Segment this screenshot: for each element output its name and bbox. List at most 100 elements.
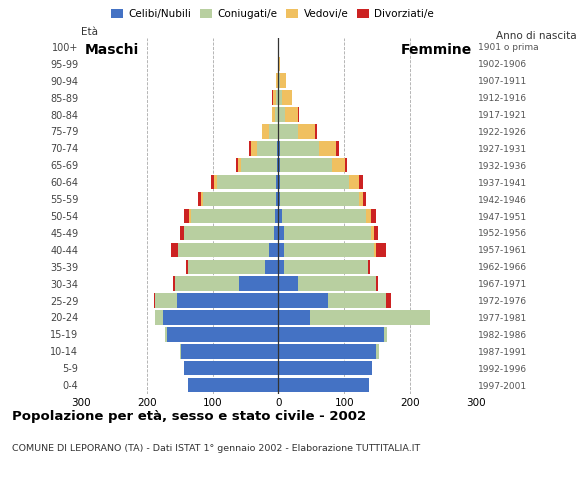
Bar (178, 243, 269, 257)
Bar (278, 361, 372, 375)
Bar (165, 327, 166, 342)
Bar (346, 158, 347, 172)
Bar (278, 90, 282, 105)
Text: Età: Età (81, 27, 98, 36)
Bar (278, 243, 284, 257)
Bar (278, 327, 383, 342)
Bar (314, 124, 317, 139)
Bar (278, 276, 298, 291)
Bar (155, 293, 176, 308)
Bar (278, 310, 310, 324)
Bar (275, 209, 278, 223)
Bar (166, 327, 278, 342)
Bar (280, 141, 319, 156)
Text: Femmine: Femmine (401, 43, 472, 57)
Bar (180, 226, 184, 240)
Bar (272, 108, 275, 122)
Bar (180, 344, 181, 359)
Bar (154, 293, 155, 308)
Bar (298, 108, 299, 122)
Bar (277, 90, 278, 105)
Bar (155, 310, 164, 324)
Bar (239, 276, 278, 291)
Bar (276, 192, 278, 206)
Bar (214, 175, 218, 190)
Bar (284, 260, 368, 274)
Bar (211, 175, 214, 190)
Bar (278, 124, 298, 139)
Bar (371, 226, 374, 240)
Bar (280, 73, 287, 88)
Bar (175, 276, 239, 291)
Bar (278, 73, 280, 88)
Bar (186, 260, 188, 274)
Bar (184, 209, 189, 223)
Bar (359, 175, 362, 190)
Bar (332, 158, 346, 172)
Bar (280, 175, 349, 190)
Bar (241, 158, 277, 172)
Bar (171, 243, 178, 257)
Bar (386, 293, 391, 308)
Bar (374, 226, 378, 240)
Bar (278, 57, 280, 71)
Bar (277, 175, 278, 190)
Bar (383, 327, 387, 342)
Bar (269, 243, 278, 257)
Bar (176, 293, 278, 308)
Text: COMUNE DI LEPORANO (TA) - Dati ISTAT 1° gennaio 2002 - Elaborazione TUTTITALIA.I: COMUNE DI LEPORANO (TA) - Dati ISTAT 1° … (12, 444, 420, 453)
Bar (198, 192, 201, 206)
Text: Maschi: Maschi (85, 43, 139, 57)
Bar (282, 90, 292, 105)
Bar (273, 90, 277, 105)
Bar (184, 361, 278, 375)
Bar (184, 226, 274, 240)
Bar (272, 90, 273, 105)
Bar (278, 175, 280, 190)
Bar (201, 192, 204, 206)
Text: Anno di nascita: Anno di nascita (496, 31, 577, 41)
Bar (218, 175, 277, 190)
Bar (278, 192, 280, 206)
Bar (251, 141, 258, 156)
Legend: Celibi/Nubili, Coniugati/e, Vedovi/e, Divorziati/e: Celibi/Nubili, Coniugati/e, Vedovi/e, Di… (107, 5, 438, 24)
Text: Popolazione per età, sesso e stato civile - 2002: Popolazione per età, sesso e stato civil… (12, 410, 366, 423)
Bar (298, 124, 314, 139)
Bar (265, 260, 278, 274)
Bar (310, 310, 430, 324)
Bar (374, 243, 376, 257)
Bar (278, 378, 369, 392)
Bar (319, 141, 336, 156)
Bar (277, 73, 278, 88)
Bar (277, 158, 278, 172)
Bar (258, 141, 277, 156)
Bar (376, 344, 379, 359)
Bar (277, 141, 278, 156)
Bar (278, 293, 328, 308)
Bar (349, 175, 359, 190)
Bar (328, 293, 386, 308)
Bar (284, 226, 371, 240)
Bar (188, 260, 265, 274)
Bar (189, 209, 191, 223)
Bar (362, 192, 366, 206)
Bar (164, 310, 278, 324)
Bar (278, 226, 284, 240)
Bar (249, 141, 251, 156)
Bar (278, 209, 282, 223)
Bar (236, 158, 238, 172)
Bar (285, 108, 298, 122)
Bar (280, 158, 332, 172)
Bar (280, 192, 359, 206)
Bar (274, 226, 278, 240)
Bar (278, 108, 285, 122)
Bar (284, 243, 374, 257)
Bar (278, 260, 284, 274)
Bar (181, 344, 278, 359)
Bar (282, 209, 366, 223)
Bar (191, 209, 275, 223)
Bar (275, 108, 278, 122)
Bar (298, 276, 376, 291)
Bar (336, 141, 339, 156)
Bar (278, 158, 280, 172)
